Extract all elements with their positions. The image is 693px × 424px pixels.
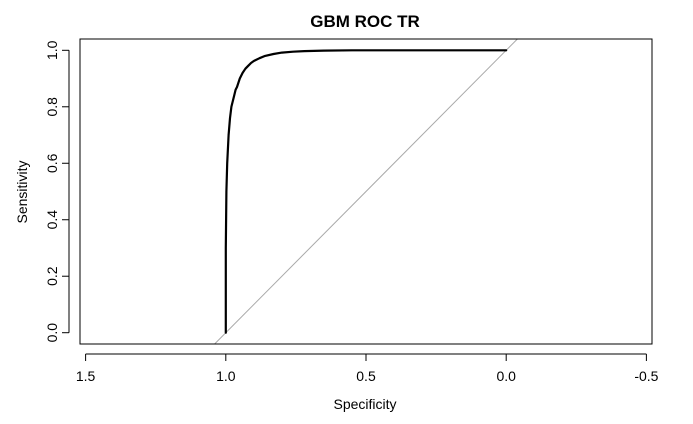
x-tick-label: 1.5 [76, 368, 96, 384]
y-tick-label: 0.0 [44, 323, 60, 343]
x-tick-label: 0.5 [356, 368, 376, 384]
y-tick-label: 0.8 [44, 97, 60, 117]
x-tick-label: 1.0 [216, 368, 236, 384]
x-tick-label: 0.0 [496, 368, 516, 384]
x-axis-title: Specificity [333, 396, 396, 412]
y-tick-label: 0.4 [44, 210, 60, 230]
reference-diagonal-line [214, 38, 518, 345]
plot-frame [79, 38, 653, 345]
y-tick-label: 0.6 [44, 153, 60, 173]
plot-area: 1.5 1.0 0.5 0.0 -0.5 0.0 0.2 0.4 0.6 0.8 1.0 [44, 38, 659, 384]
y-axis-title: Sensitivity [14, 160, 30, 223]
roc-curve-1 [224, 49, 508, 334]
x-tick-label: -0.5 [634, 368, 658, 384]
y-tick-label: 1.0 [44, 40, 60, 60]
chart-title: GBM ROC TR [310, 12, 420, 31]
y-tick-label: 0.2 [44, 266, 60, 286]
